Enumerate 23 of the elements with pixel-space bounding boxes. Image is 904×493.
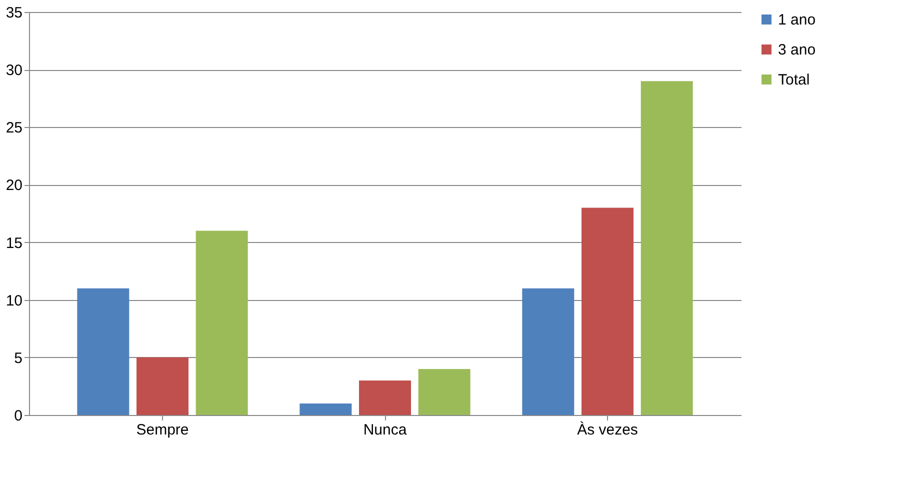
y-tick-label: 15: [6, 234, 22, 252]
y-tick-label: 35: [6, 4, 22, 22]
x-tick-label: Sempre: [136, 422, 189, 438]
bar: [418, 368, 470, 415]
y-tick-label: 25: [6, 120, 22, 137]
x-tick-label: Às vezes: [577, 420, 638, 438]
legend-label: 3 ano: [778, 42, 816, 58]
bar: [582, 208, 634, 415]
legend-label: Total: [778, 72, 810, 88]
bar: [196, 230, 248, 415]
bar: [300, 403, 352, 415]
bar: [522, 288, 574, 415]
y-tick-label: 5: [14, 350, 22, 367]
bar: [136, 357, 188, 415]
x-tick-label: Nunca: [363, 422, 408, 438]
y-tick-label: 0: [14, 408, 22, 424]
y-tick-label: 20: [6, 177, 22, 194]
legend-label: 1 ano: [778, 12, 816, 28]
bar: [359, 380, 411, 415]
bar: [640, 81, 693, 415]
y-tick-label: 30: [6, 62, 22, 80]
y-tick-label: 10: [6, 292, 22, 310]
bar: [77, 288, 130, 415]
